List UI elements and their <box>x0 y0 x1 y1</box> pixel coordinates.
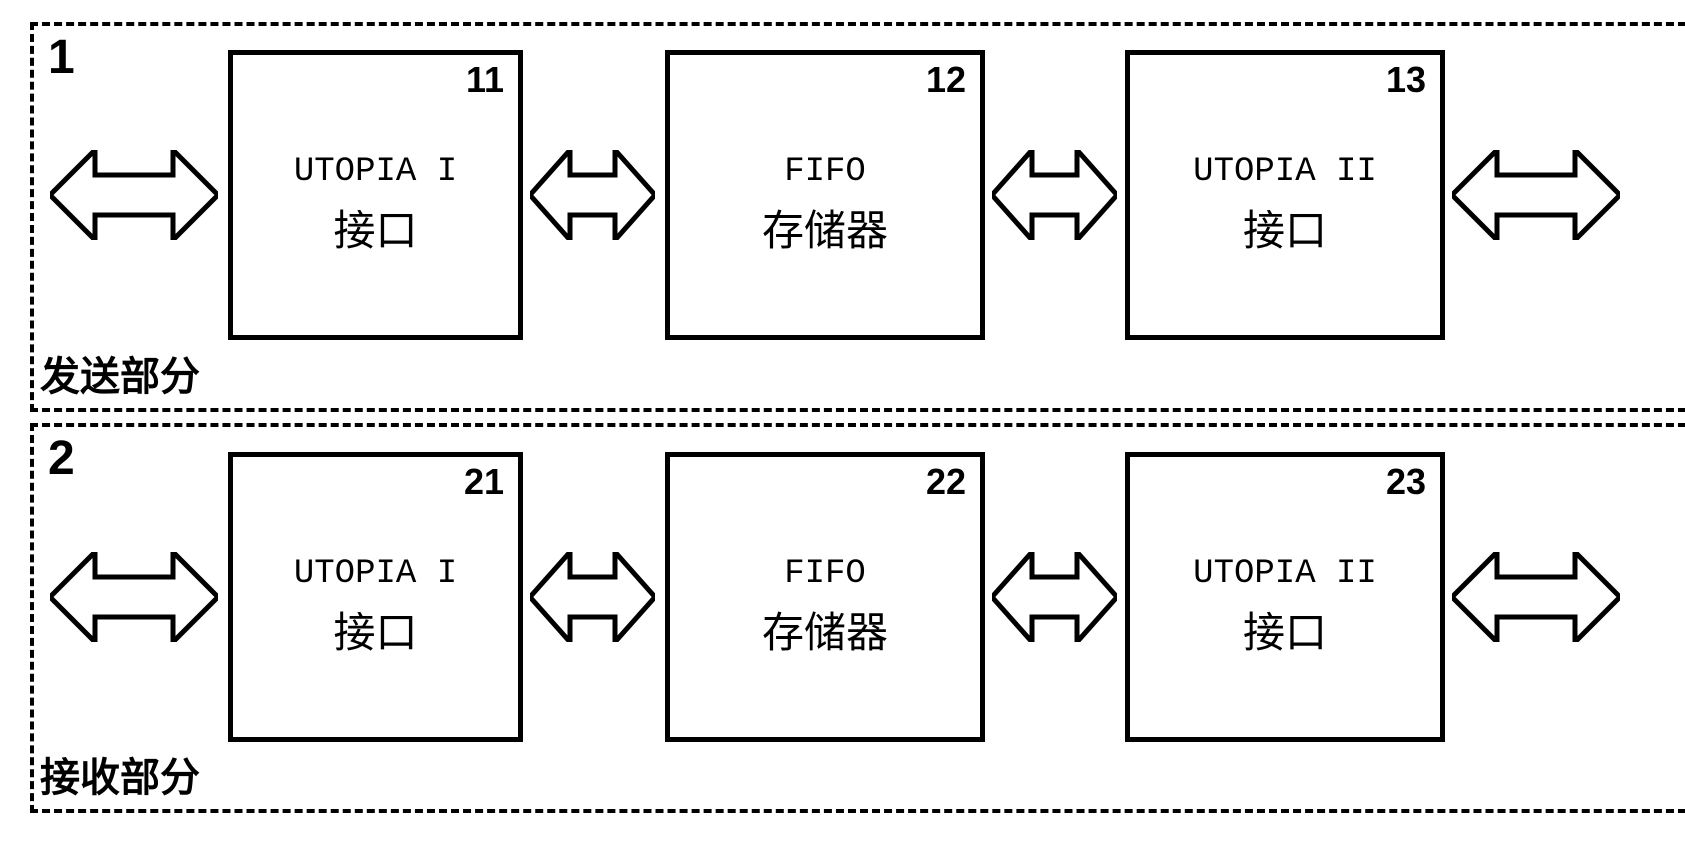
block-12-line2: 存储器 <box>762 197 888 258</box>
arrow-row1-mid1 <box>530 150 655 240</box>
block-11: 11 UTOPIA I 接口 <box>228 50 523 340</box>
block-22-number: 22 <box>926 461 966 503</box>
recv-section-number: 2 <box>48 431 75 486</box>
block-21: 21 UTOPIA I 接口 <box>228 452 523 742</box>
arrow-row2-left <box>50 552 218 642</box>
arrow-row1-right <box>1452 150 1620 240</box>
send-section-number: 1 <box>48 30 75 85</box>
arrow-row1-left <box>50 150 218 240</box>
block-23-number: 23 <box>1386 461 1426 503</box>
block-12-number: 12 <box>926 59 966 101</box>
block-12: 12 FIFO 存储器 <box>665 50 985 340</box>
block-23-line2: 接口 <box>1243 599 1327 660</box>
arrow-row2-mid2 <box>992 552 1117 642</box>
arrow-row1-mid2 <box>992 150 1117 240</box>
block-21-number: 21 <box>464 461 504 503</box>
block-22-line1: FIFO <box>784 555 866 593</box>
send-section-label: 发送部分 <box>40 344 200 402</box>
block-21-line2: 接口 <box>333 599 417 660</box>
block-23: 23 UTOPIA II 接口 <box>1125 452 1445 742</box>
block-11-line2: 接口 <box>333 197 417 258</box>
block-12-line1: FIFO <box>784 153 866 191</box>
block-21-line1: UTOPIA I <box>294 555 457 593</box>
block-11-number: 11 <box>466 59 504 101</box>
arrow-row2-mid1 <box>530 552 655 642</box>
diagram-root: 1 发送部分 2 接收部分 11 UTOPIA I 接口 12 FIFO 存储器… <box>20 20 1685 821</box>
block-22-line2: 存储器 <box>762 599 888 660</box>
block-13-line1: UTOPIA II <box>1193 153 1377 191</box>
recv-section-label: 接收部分 <box>40 745 200 803</box>
block-11-line1: UTOPIA I <box>294 153 457 191</box>
block-13-line2: 接口 <box>1243 197 1327 258</box>
arrow-row2-right <box>1452 552 1620 642</box>
block-13: 13 UTOPIA II 接口 <box>1125 50 1445 340</box>
block-23-line1: UTOPIA II <box>1193 555 1377 593</box>
block-22: 22 FIFO 存储器 <box>665 452 985 742</box>
block-13-number: 13 <box>1386 59 1426 101</box>
